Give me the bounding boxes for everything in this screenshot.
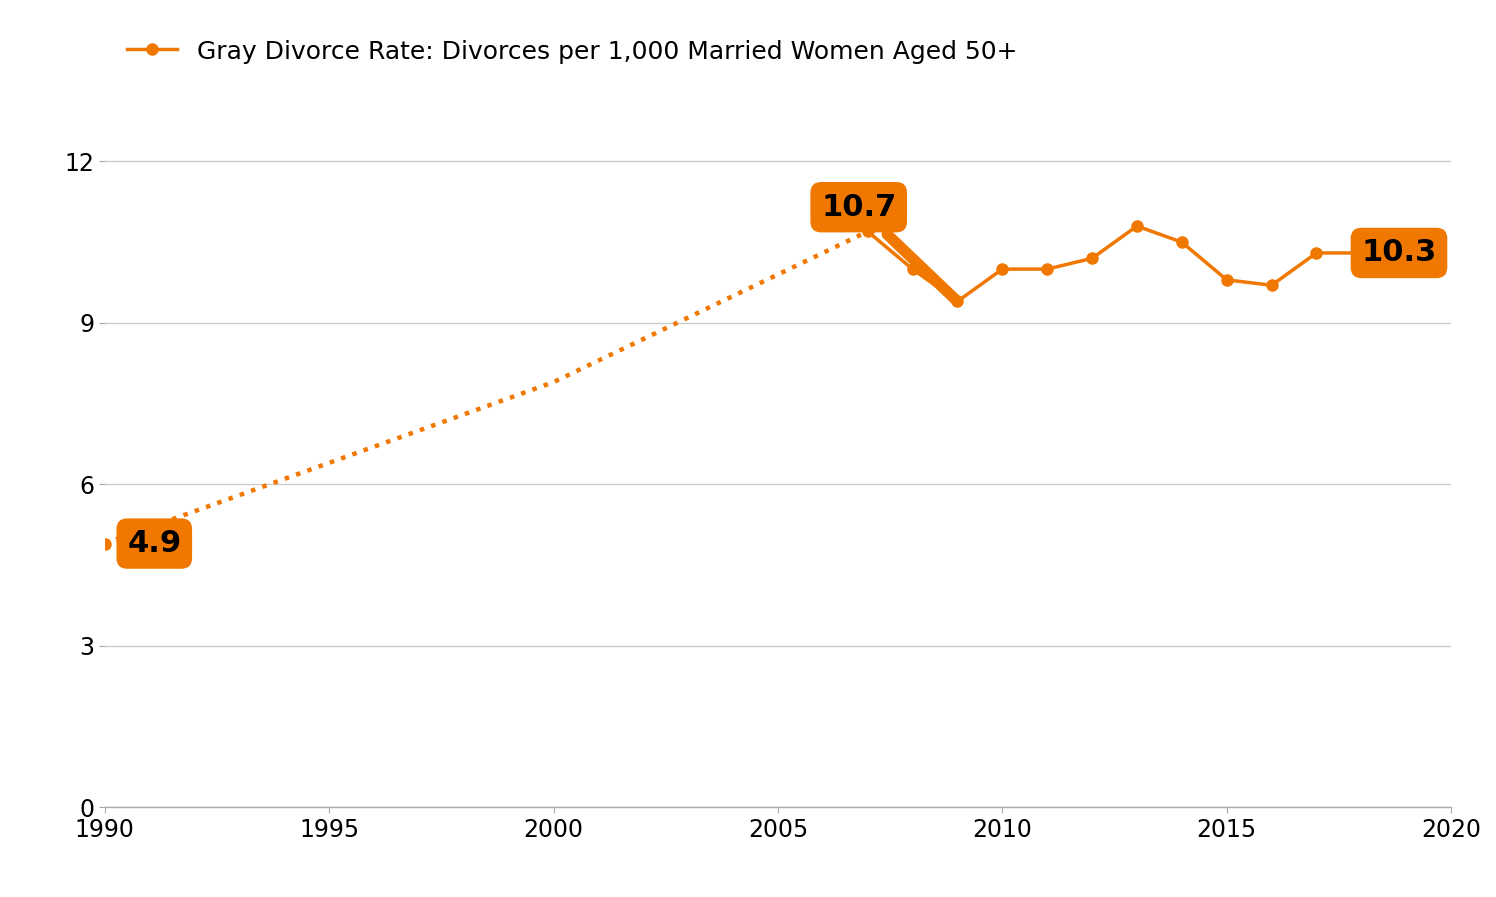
Legend: Gray Divorce Rate: Divorces per 1,000 Married Women Aged 50+: Gray Divorce Rate: Divorces per 1,000 Ma… — [117, 30, 1028, 74]
Text: 4.9: 4.9 — [127, 529, 181, 558]
Text: 10.3: 10.3 — [1361, 239, 1436, 267]
Text: 10.7: 10.7 — [821, 193, 956, 300]
